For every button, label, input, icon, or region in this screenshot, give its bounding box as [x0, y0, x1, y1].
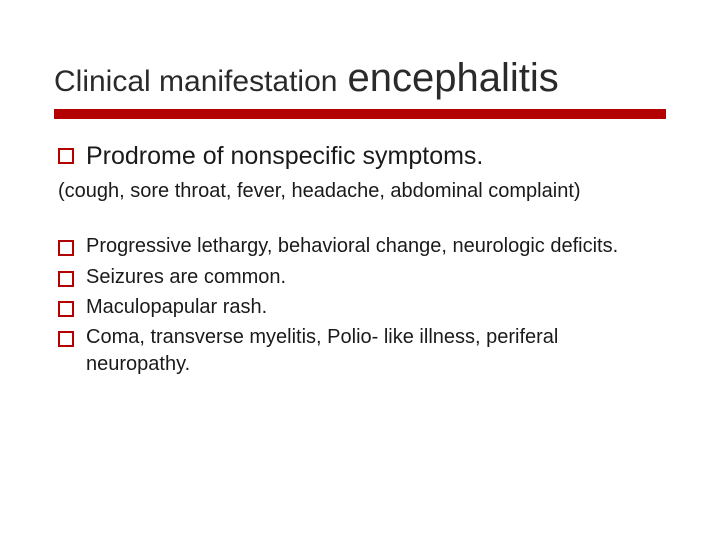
paren-text: (cough, sore throat, fever, headache, ab…	[58, 178, 666, 205]
list-item: Maculopapular rash.	[54, 294, 666, 320]
slide-title: Clinical manifestation encephalitis	[54, 56, 666, 101]
title-underline	[54, 109, 666, 119]
list-item: Progressive lethargy, behavioral change,…	[54, 233, 666, 259]
bullet-list-sub: Progressive lethargy, behavioral change,…	[54, 233, 666, 377]
list-item: Coma, transverse myelitis, Polio- like i…	[54, 324, 666, 377]
bullet-list: Prodrome of nonspecific symptoms.	[54, 141, 666, 172]
list-item: Prodrome of nonspecific symptoms.	[54, 141, 666, 172]
title-large: encephalitis	[347, 56, 558, 101]
list-item: Seizures are common.	[54, 264, 666, 290]
title-small: Clinical manifestation	[54, 65, 337, 99]
slide: Clinical manifestation encephalitis Prod…	[0, 0, 720, 540]
